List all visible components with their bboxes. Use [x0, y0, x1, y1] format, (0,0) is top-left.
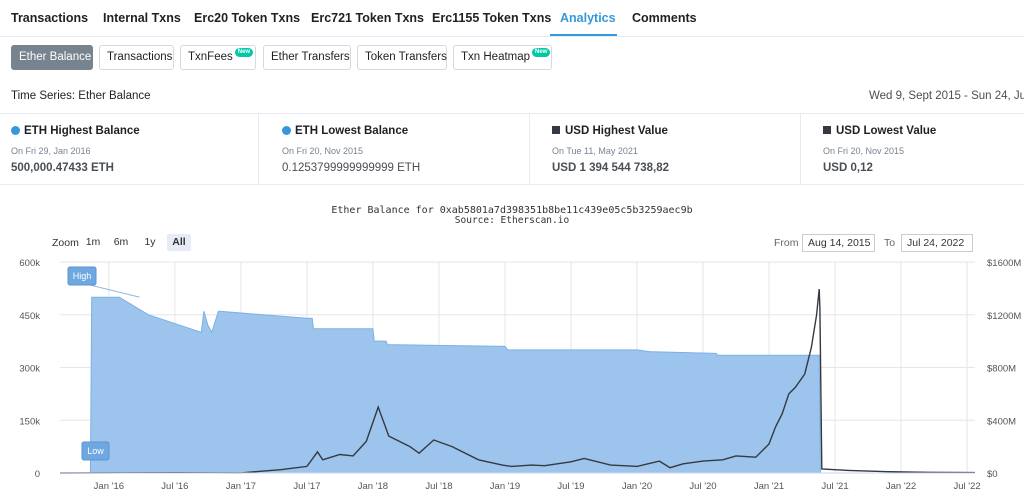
x-tick-label: Jul '20: [689, 481, 716, 492]
x-tick-label: Jul '19: [557, 481, 584, 492]
x-tick-label: Jul '17: [293, 481, 320, 492]
token-transfers-button[interactable]: Token Transfers: [357, 45, 447, 70]
high-flag-connector: [89, 284, 140, 298]
stat-eth-highest: ETH Highest Balance On Fri 29, Jan 2016 …: [0, 114, 258, 184]
dark-square-icon: [823, 126, 831, 134]
stat-value: USD 1 394 544 738,82: [552, 162, 670, 174]
y-right-tick-label: $800M: [987, 364, 1016, 375]
y-left-tick-label: 150k: [19, 416, 40, 427]
stat-value: 0.1253799999999999 ETH: [282, 162, 421, 174]
tab-internal-txns[interactable]: Internal Txns: [103, 11, 181, 25]
x-tick-label: Jul '18: [425, 481, 452, 492]
token-transfers-label: Token Transfers: [365, 51, 447, 63]
high-flag: [67, 266, 97, 286]
stat-title-text: USD Highest Value: [565, 125, 668, 137]
x-tick-label: Jul '22: [953, 481, 980, 492]
usd-value-line: [59, 289, 976, 474]
y-right-tick-label: $1600M: [987, 258, 1021, 269]
ether-balance-button[interactable]: Ether Balance: [11, 45, 93, 70]
stat-date: On Tue 11, May 2021: [552, 146, 638, 156]
y-right-tick-label: $1200M: [987, 311, 1021, 322]
stat-title: USD Lowest Value: [823, 125, 936, 137]
x-tick-label: Jan '17: [226, 481, 256, 492]
x-tick-label: Jan '16: [94, 481, 124, 492]
stat-date: On Fri 20, Nov 2015: [282, 146, 364, 156]
zoom-1y-button[interactable]: 1y: [144, 236, 156, 248]
txnfees-button[interactable]: TxnFees New: [180, 45, 256, 70]
zoom-1m-button[interactable]: 1m: [85, 236, 101, 248]
x-tick-label: Jan '20: [622, 481, 652, 492]
zoom-6m-button[interactable]: 6m: [113, 236, 129, 248]
range-from-input[interactable]: Aug 14, 2015: [802, 234, 875, 252]
chart-subtitle: Source: Etherscan.io: [454, 215, 570, 226]
x-tick-label: Jan '21: [754, 481, 784, 492]
stat-title-text: USD Lowest Value: [836, 125, 937, 137]
y-right-tick-label: $0: [987, 469, 998, 480]
y-left-tick-label: 450k: [19, 311, 40, 322]
y-right-tick-label: $400M: [987, 416, 1016, 427]
stat-title-text: ETH Lowest Balance: [295, 125, 409, 137]
stat-eth-lowest: ETH Lowest Balance On Fri 20, Nov 2015 0…: [259, 114, 529, 184]
divider: [258, 114, 259, 184]
chart-title: Ether Balance for 0xab5801a7d398351b8be1…: [331, 205, 693, 216]
active-tab-indicator: [550, 34, 617, 36]
tab-transactions[interactable]: Transactions: [11, 11, 89, 25]
range-to-input[interactable]: Jul 24, 2022: [901, 234, 973, 252]
range-to-label: To: [884, 237, 896, 249]
y-left-tick-label: 600k: [19, 258, 40, 269]
new-badge: New: [234, 48, 254, 57]
new-badge: New: [532, 48, 551, 57]
low-flag: [81, 441, 110, 461]
txn-heatmap-label: Txn Heatmap: [461, 51, 531, 63]
stat-title: ETH Lowest Balance: [282, 125, 408, 137]
stat-value: 500,000.47433 ETH: [11, 162, 114, 174]
zoom-all-button[interactable]: All: [167, 234, 191, 251]
ether-transfers-label: Ether Transfers: [271, 51, 350, 63]
x-tick-label: Jan '22: [886, 481, 916, 492]
tab-erc721-token-txns[interactable]: Erc721 Token Txns: [311, 11, 425, 25]
ether-transfers-button[interactable]: Ether Transfers: [263, 45, 351, 70]
x-tick-label: Jan '18: [358, 481, 388, 492]
divider: [800, 114, 801, 184]
dark-square-icon: [552, 126, 560, 134]
tab-analytics[interactable]: Analytics: [560, 11, 616, 25]
low-flag-label: Low: [87, 446, 104, 456]
y-left-tick-label: 300k: [19, 364, 40, 375]
tab-bar: Transactions Internal Txns Erc20 Token T…: [0, 0, 1024, 37]
x-tick-label: Jan '19: [490, 481, 520, 492]
stat-title-text: ETH Highest Balance: [24, 125, 140, 137]
x-tick-label: Jul '16: [161, 481, 188, 492]
date-range: Wed 9, Sept 2015 - Sun 24, Jul 2: [869, 90, 1024, 102]
transactions-label: Transactions: [107, 51, 173, 63]
tab-erc1155-token-txns[interactable]: Erc1155 Token Txns: [432, 11, 552, 25]
stats-row: ETH Highest Balance On Fri 29, Jan 2016 …: [0, 113, 1024, 185]
txnfees-label: TxnFees: [188, 51, 233, 63]
zoom-label: Zoom: [52, 237, 79, 249]
blue-dot-icon: [11, 126, 20, 135]
stat-title: ETH Highest Balance: [11, 125, 140, 137]
transactions-button[interactable]: Transactions: [99, 45, 174, 70]
high-flag-label: High: [73, 271, 92, 281]
ether-balance-label: Ether Balance: [19, 51, 92, 63]
series-title: Time Series: Ether Balance: [11, 90, 151, 102]
blue-dot-icon: [282, 126, 291, 135]
divider: [529, 114, 530, 184]
ether-balance-area: [60, 296, 975, 474]
x-tick-label: Jul '21: [821, 481, 848, 492]
stat-value: USD 0,12: [823, 162, 873, 174]
range-from-label: From: [774, 237, 799, 249]
tab-comments[interactable]: Comments: [632, 11, 697, 25]
y-left-tick-label: 0: [35, 469, 40, 480]
tab-erc20-token-txns[interactable]: Erc20 Token Txns: [194, 11, 301, 25]
stat-date: On Fri 29, Jan 2016: [11, 146, 91, 156]
stat-usd-highest: USD Highest Value On Tue 11, May 2021 US…: [530, 114, 800, 184]
txn-heatmap-button[interactable]: Txn Heatmap New: [453, 45, 552, 70]
stat-title: USD Highest Value: [552, 125, 668, 137]
stat-date: On Fri 20, Nov 2015: [823, 146, 905, 156]
stat-usd-lowest: USD Lowest Value On Fri 20, Nov 2015 USD…: [801, 114, 1024, 184]
